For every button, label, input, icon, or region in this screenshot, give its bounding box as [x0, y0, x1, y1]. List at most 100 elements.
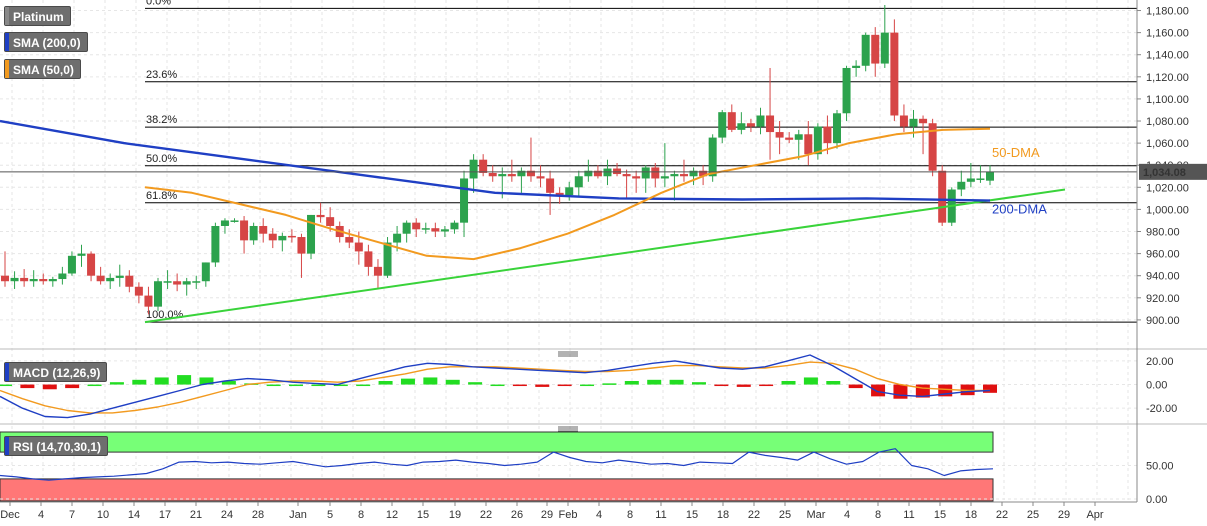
candle-body [287, 235, 296, 238]
rsi-y-tick-label: 0.00 [1146, 494, 1167, 506]
macd-histogram-bar [490, 384, 505, 387]
candle-body [507, 174, 516, 177]
candle-body [861, 34, 870, 66]
candle-body [804, 134, 813, 155]
x-tick-label: 4 [596, 509, 602, 521]
x-tick-label: 8 [875, 509, 881, 521]
candle-body [966, 178, 975, 182]
candle-body [77, 253, 86, 256]
macd-y-tick-label: -20.00 [1146, 403, 1177, 415]
rsi-overbought-zone [0, 431, 994, 453]
x-tick-label: 4 [844, 509, 850, 521]
candle-body [746, 123, 755, 127]
candle-body [259, 225, 268, 234]
candle-body [641, 167, 650, 179]
candle-body [450, 222, 459, 230]
candle-body [115, 275, 124, 278]
macd-histogram-bar [311, 384, 326, 387]
candle-body [240, 220, 249, 241]
candle-body [832, 113, 841, 144]
macd-histogram-bar [20, 384, 35, 389]
rsi-oversold-zone [0, 478, 994, 502]
y-tick-label: 960.00 [1146, 249, 1180, 261]
candle-body [154, 281, 163, 307]
candle-body [526, 170, 535, 177]
legend-sma-50[interactable]: SMA (50,0) [4, 59, 81, 79]
macd-histogram-bar [445, 379, 460, 385]
candle-body [345, 237, 354, 243]
candle-body [431, 228, 440, 232]
candle-body [144, 295, 153, 307]
label-50-dma: 50-DMA [992, 145, 1040, 160]
candle-body [928, 123, 937, 171]
candle-body [383, 242, 392, 276]
y-tick-label: 1,160.00 [1146, 28, 1189, 40]
candle-body [393, 233, 402, 243]
candle-body [699, 170, 708, 177]
x-tick-label: 29 [1058, 509, 1070, 521]
x-tick-label: 5 [327, 509, 333, 521]
macd-line [0, 354, 991, 419]
x-tick-label: Dec [0, 509, 20, 521]
fib-label: 38.2% [146, 114, 177, 126]
y-tick-label: 920.00 [1146, 293, 1180, 305]
candle-body [670, 174, 679, 177]
macd-histogram-bar [378, 381, 393, 385]
candle-body [67, 255, 76, 274]
macd-histogram-bar [221, 381, 236, 385]
fib-label: 0.0% [146, 0, 171, 7]
rsi-y-tick-label: 50.00 [1146, 460, 1174, 472]
legend-rsi[interactable]: RSI (14,70,30,1) [4, 436, 109, 456]
macd-signal-line [0, 361, 990, 414]
x-tick-label: 14 [128, 509, 140, 521]
macd-histogram-bar [580, 384, 595, 387]
candle-body [182, 281, 191, 285]
candle-body [96, 275, 105, 282]
macd-histogram-bar [983, 384, 997, 393]
x-tick-label: 25 [1027, 509, 1039, 521]
macd-y-tick-label: 0.00 [1146, 380, 1167, 392]
macd-histogram-bar [893, 384, 908, 399]
legend-macd-label: MACD (12,26,9) [13, 366, 101, 380]
fib-label: 23.6% [146, 69, 177, 81]
macd-histogram-bar [602, 383, 617, 385]
macd-histogram-bar [109, 382, 124, 385]
candle-body [766, 115, 775, 133]
trend-line [144, 188, 1066, 324]
x-tick-label: 8 [358, 509, 364, 521]
legend-sma-50-label: SMA (50,0) [13, 63, 74, 77]
macd-histogram-bar [400, 378, 415, 385]
x-tick-label: 15 [934, 509, 946, 521]
candle-body [421, 228, 430, 230]
macd-histogram-bar [714, 384, 729, 387]
candle-body [192, 281, 201, 283]
candle-body [479, 159, 488, 173]
y-tick-label: 1,120.00 [1146, 72, 1189, 84]
legend-platinum[interactable]: Platinum [4, 6, 71, 26]
candle-body [986, 171, 994, 181]
candle-body [163, 281, 172, 283]
candle-body [622, 174, 631, 177]
current-price-box [1139, 163, 1207, 180]
x-tick-label: 8 [627, 509, 633, 521]
candle-body [584, 170, 593, 177]
macd-histogram-bar [871, 384, 886, 397]
macd-histogram-bar [423, 377, 438, 385]
candle-body [842, 67, 851, 114]
legend-macd[interactable]: MACD (12,26,9) [4, 362, 108, 382]
x-tick-label: 28 [252, 509, 264, 521]
candle-body [278, 235, 287, 241]
candle-body [460, 178, 469, 223]
candle-body [106, 277, 115, 282]
candle-body [555, 192, 564, 196]
macd-histogram-bar [647, 379, 662, 385]
legend-sma-200[interactable]: SMA (200,0) [4, 32, 88, 52]
label-200-dma: 200-DMA [992, 201, 1047, 216]
candle-body [574, 176, 583, 188]
x-tick-label: 15 [686, 509, 698, 521]
macd-histogram-bar [289, 384, 304, 387]
x-tick-label: 11 [655, 509, 666, 521]
macd-histogram-bar [938, 384, 953, 397]
candle-body [373, 266, 382, 276]
macd-histogram-bar [333, 384, 348, 387]
